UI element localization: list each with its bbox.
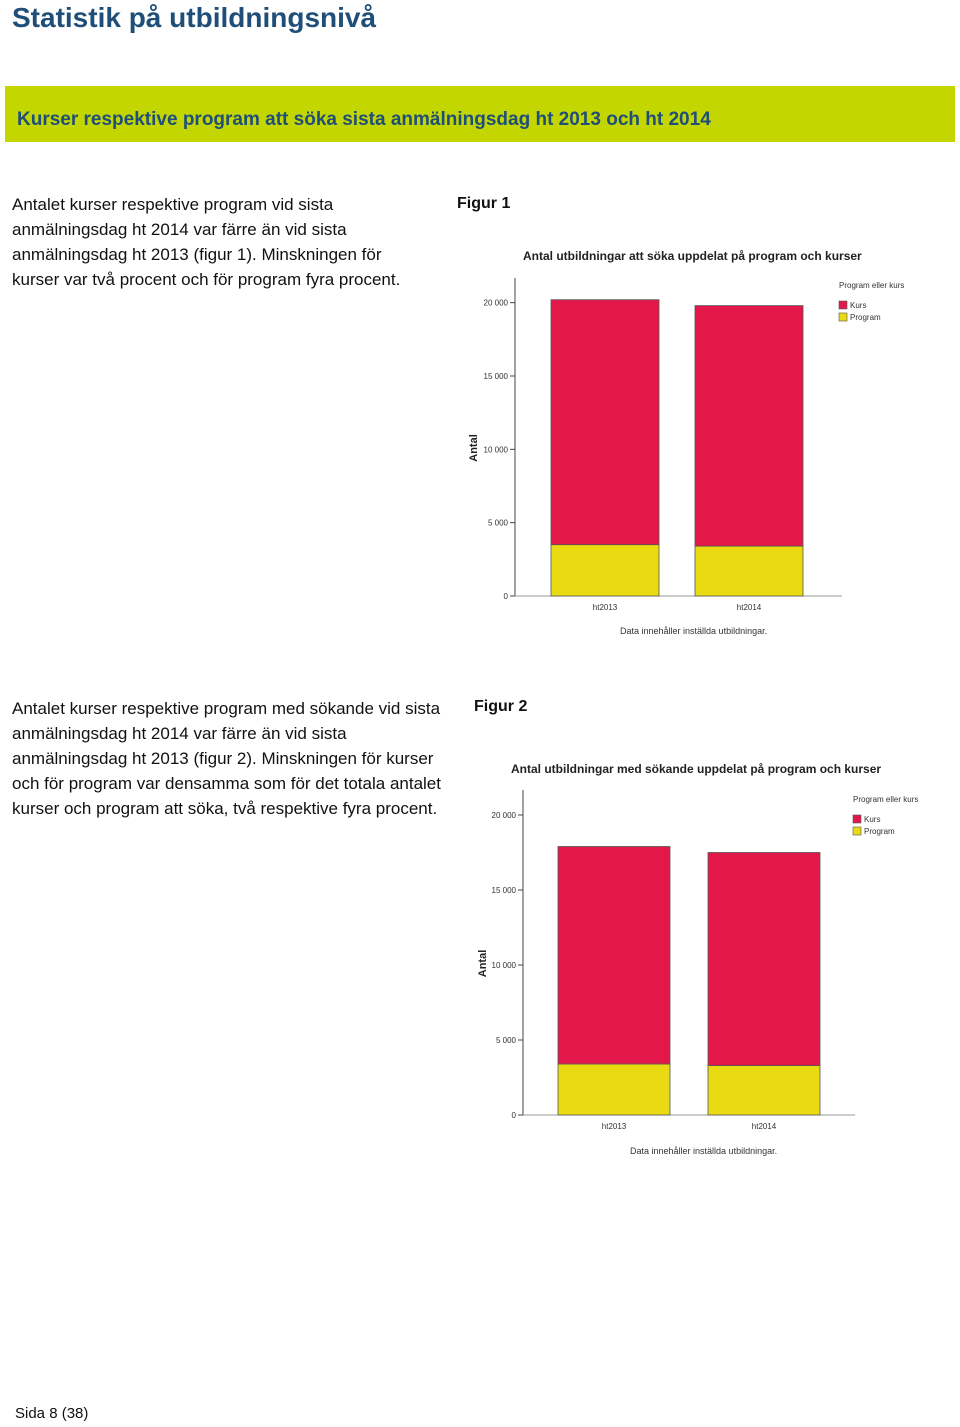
legend-swatch-kurs [852, 814, 862, 824]
legend-swatch-program [852, 826, 862, 836]
y-axis-label: Antal [468, 434, 480, 462]
chart-note: Data innehåller inställda utbildningar. [630, 1146, 777, 1156]
chart-note: Data innehåller inställda utbildningar. [620, 626, 767, 636]
bar-kurs-ht2014 [694, 305, 804, 547]
y-tick-label: 0 [512, 1111, 517, 1120]
page-title: Statistik på utbildningsnivå [12, 2, 377, 33]
chart-figure-2: Antal utbildningar med sökande uppdelat … [477, 762, 918, 1156]
legend-title: Program eller kurs [839, 281, 904, 290]
paragraph-figure-1: Antalet kurser respektive program vid si… [12, 195, 401, 289]
figure-2-label: Figur 2 [474, 698, 528, 715]
bar-kurs-ht2014 [707, 852, 821, 1066]
bar-kurs-ht2013 [550, 299, 660, 546]
section-banner: Kurser respektive program att söka sista… [5, 86, 955, 142]
page-footer: Sida 8 (38) [15, 1405, 89, 1422]
chart-figure-1: Antal utbildningar att söka uppdelat på … [468, 249, 904, 636]
legend-label-program: Program [850, 313, 881, 322]
legend-swatch-program [838, 312, 848, 322]
y-tick-label: 0 [504, 592, 509, 601]
bar-program-ht2013 [557, 1063, 671, 1116]
y-axis-label: Antal [477, 950, 489, 978]
x-tick-label: ht2014 [752, 1122, 777, 1131]
x-tick-label: ht2014 [737, 603, 762, 612]
legend-title: Program eller kurs [853, 795, 918, 804]
paragraph-figure-2: Antalet kurser respektive program med sö… [12, 699, 441, 818]
legend-label-kurs: Kurs [850, 301, 866, 310]
bar-program-ht2013 [550, 544, 660, 597]
chart-title: Antal utbildningar med sökande uppdelat … [511, 762, 881, 776]
legend-label-program: Program [864, 827, 895, 836]
bar-program-ht2014 [707, 1065, 821, 1116]
figure-1-label: Figur 1 [457, 195, 511, 212]
y-tick-label: 5 000 [488, 519, 509, 528]
bar-kurs-ht2013 [557, 846, 671, 1065]
y-tick-label: 10 000 [492, 961, 517, 970]
y-tick-label: 5 000 [496, 1036, 517, 1045]
y-tick-label: 20 000 [492, 811, 517, 820]
bar-program-ht2014 [694, 545, 804, 597]
x-tick-label: ht2013 [602, 1122, 627, 1131]
legend-label-kurs: Kurs [864, 815, 880, 824]
y-tick-label: 15 000 [492, 886, 517, 895]
section-title: Kurser respektive program att söka sista… [17, 109, 711, 130]
y-tick-label: 20 000 [484, 299, 509, 308]
y-tick-label: 10 000 [484, 445, 509, 454]
chart-title: Antal utbildningar att söka uppdelat på … [523, 249, 862, 263]
legend-swatch-kurs [838, 300, 848, 310]
x-tick-label: ht2013 [593, 603, 618, 612]
y-tick-label: 15 000 [484, 372, 509, 381]
